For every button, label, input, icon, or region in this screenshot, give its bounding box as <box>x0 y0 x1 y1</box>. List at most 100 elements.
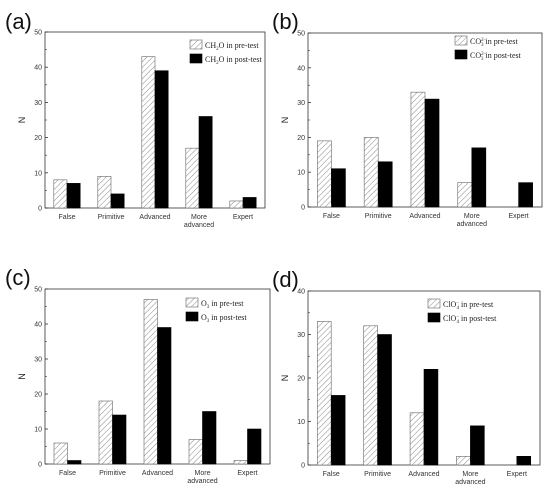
y-tick-label: 10 <box>34 170 42 177</box>
y-tick-label: 0 <box>38 462 42 469</box>
y-tick-label: 10 <box>34 427 42 434</box>
x-tick-label: More <box>191 214 207 221</box>
x-tick-label: advanced <box>184 222 214 229</box>
bar-post-test <box>157 327 172 465</box>
legend-swatch-pre-test <box>185 297 199 308</box>
x-tick-label: advanced <box>187 478 217 485</box>
y-tick-label: 40 <box>34 322 42 329</box>
chart-panel-4: (d) 0 10 20 30 40 N False Primitive Advanced Morea… <box>272 267 541 486</box>
panel-label: (b) <box>272 9 299 34</box>
y-tick-label: 0 <box>301 463 305 470</box>
y-tick-label: 20 <box>297 135 305 142</box>
bar-pre-test <box>317 140 332 208</box>
bar-post-test <box>66 183 81 209</box>
y-axis-label: N <box>17 117 27 124</box>
y-tick-label: 40 <box>297 289 305 296</box>
bar-post-test <box>377 334 392 466</box>
bar-post-test <box>242 197 257 209</box>
legend-swatch-pre-test <box>427 298 441 309</box>
bar-pre-test <box>98 400 113 465</box>
y-tick-label: 10 <box>297 170 305 177</box>
bar-pre-test <box>53 179 68 209</box>
x-tick-label: False <box>58 214 75 221</box>
bar-post-test <box>330 395 346 466</box>
bar-pre-test <box>185 147 200 209</box>
bar-pre-test <box>363 325 378 466</box>
x-tick-label: advanced <box>455 479 485 486</box>
legend-swatch-post-test <box>454 49 468 60</box>
legend-label: CH2O in pre-test <box>205 41 259 52</box>
x-tick-label: False <box>323 213 340 220</box>
bar-pre-test <box>363 137 379 208</box>
x-tick-label: Advanced <box>139 214 170 221</box>
legend-swatch-pre-test <box>189 39 203 50</box>
chart-panel-1: (a) 0 10 20 30 40 50 N False Primitive Advanced Mor… <box>5 9 266 229</box>
legend-label: O3 in post-test <box>201 313 247 324</box>
x-tick-label: False <box>323 471 340 478</box>
y-axis-label: N <box>17 373 27 380</box>
y-tick-label: 30 <box>297 100 305 107</box>
bar-pre-test <box>188 439 203 465</box>
x-tick-label: Primitive <box>99 470 126 477</box>
panel-label: (d) <box>272 267 299 292</box>
x-tick-label: Advanced <box>408 471 439 478</box>
y-tick-label: 30 <box>34 357 42 364</box>
x-tick-label: Expert <box>233 214 253 221</box>
y-tick-label: 0 <box>38 206 42 213</box>
bar-pre-test <box>457 182 473 208</box>
bar-post-test <box>424 98 440 208</box>
y-tick-label: 20 <box>34 135 42 142</box>
bar-post-test <box>198 116 213 209</box>
legend-label: CO2− 3 in post-test <box>470 51 522 62</box>
bar-pre-test <box>233 460 248 465</box>
bar-post-test <box>112 414 127 465</box>
x-tick-label: More <box>462 471 478 478</box>
bar-pre-test <box>53 442 68 465</box>
y-tick-label: 40 <box>34 65 42 72</box>
bar-pre-test <box>410 91 426 208</box>
y-tick-label: 50 <box>34 30 42 37</box>
bar-post-test <box>471 147 487 208</box>
legend-swatch-post-test <box>427 312 441 323</box>
bar-post-test <box>516 455 532 466</box>
bar-pre-test <box>456 455 471 466</box>
y-axis-label: N <box>280 117 290 124</box>
y-tick-label: 0 <box>301 205 305 212</box>
bar-post-test <box>247 428 262 465</box>
chart-panel-2: (b) 0 10 20 30 40 50 N False Primitive Advanced Mor… <box>272 9 543 228</box>
bar-pre-test <box>316 321 332 466</box>
x-tick-label: More <box>195 470 211 477</box>
x-tick-label: Primitive <box>365 213 392 220</box>
y-tick-label: 30 <box>297 332 305 339</box>
bar-post-test <box>470 425 485 466</box>
y-axis-label: N <box>280 375 290 382</box>
y-tick-label: 20 <box>34 392 42 399</box>
y-tick-label: 40 <box>297 65 305 72</box>
bar-pre-test <box>141 56 156 209</box>
legend-label: ClO− 4 in post-test <box>443 314 497 325</box>
bar-pre-test <box>229 200 244 209</box>
bar-post-test <box>518 182 533 208</box>
y-tick-label: 50 <box>297 31 305 38</box>
legend-label: CO2− 3 in pre-test <box>470 37 519 48</box>
bar-pre-test <box>143 299 158 465</box>
legend-label: CH2O in post-test <box>205 55 263 66</box>
bar-post-test <box>154 70 169 209</box>
x-tick-label: Expert <box>507 471 527 478</box>
x-tick-label: Primitive <box>364 471 391 478</box>
y-tick-label: 10 <box>297 419 305 426</box>
x-tick-label: Advanced <box>142 470 173 477</box>
bar-post-test <box>331 168 346 208</box>
x-tick-label: Expert <box>508 213 528 220</box>
bar-pre-test <box>97 176 112 209</box>
panel-label: (c) <box>5 265 31 290</box>
bar-post-test <box>110 193 125 209</box>
bar-post-test <box>377 161 393 208</box>
legend-label: ClO− 4 in pre-test <box>443 300 494 311</box>
y-tick-label: 20 <box>297 376 305 383</box>
bar-pre-test <box>409 412 425 466</box>
y-tick-label: 30 <box>34 100 42 107</box>
legend-swatch-post-test <box>189 53 203 64</box>
panel-label: (a) <box>5 9 32 34</box>
